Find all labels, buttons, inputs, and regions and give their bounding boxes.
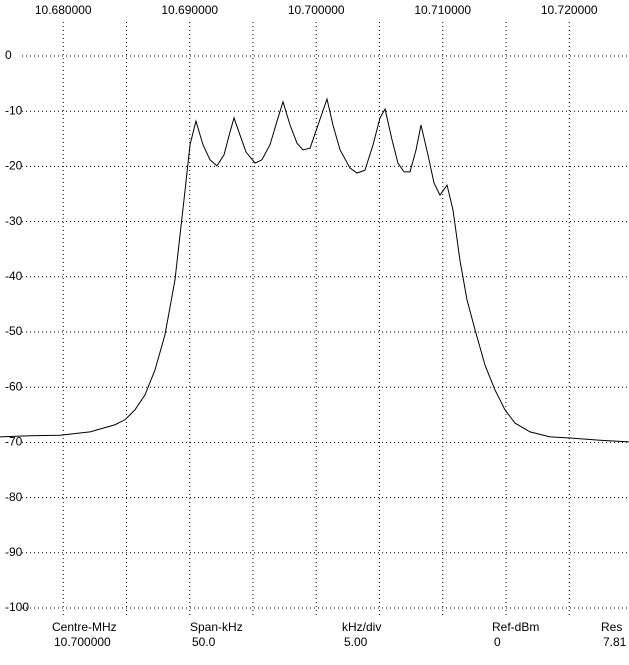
footer-label: Span-kHz xyxy=(190,620,243,634)
x-tick-label: 10.720000 xyxy=(541,3,598,17)
y-tick-label: 0 xyxy=(5,48,12,62)
x-tick-label: 10.680000 xyxy=(35,3,92,17)
y-tick-label: -60 xyxy=(5,379,23,393)
x-tick-label: 10.690000 xyxy=(161,3,218,17)
y-tick-label: -30 xyxy=(5,214,23,228)
footer-value: 5.00 xyxy=(344,635,368,649)
y-tick-label: -100 xyxy=(5,600,29,614)
footer-label: kHz/div xyxy=(342,620,381,634)
y-tick-label: -90 xyxy=(5,545,23,559)
y-tick-label: -70 xyxy=(5,435,23,449)
footer-label: Ref-dBm xyxy=(492,620,539,634)
footer-value: 10.700000 xyxy=(54,635,111,649)
trace xyxy=(0,97,629,443)
y-tick-label: -40 xyxy=(5,269,23,283)
footer-label: Res xyxy=(601,620,622,634)
footer-value: 50.0 xyxy=(192,635,216,649)
y-tick-label: -50 xyxy=(5,324,23,338)
y-tick-label: -10 xyxy=(5,103,23,117)
x-tick-label: 10.710000 xyxy=(414,3,471,17)
y-tick-label: -80 xyxy=(5,490,23,504)
y-tick-label: -20 xyxy=(5,159,23,173)
footer-value: 0 xyxy=(494,635,501,649)
footer-label: Centre-MHz xyxy=(52,620,117,634)
footer-value: 7.81 xyxy=(603,635,627,649)
x-tick-label: 10.700000 xyxy=(288,3,345,17)
